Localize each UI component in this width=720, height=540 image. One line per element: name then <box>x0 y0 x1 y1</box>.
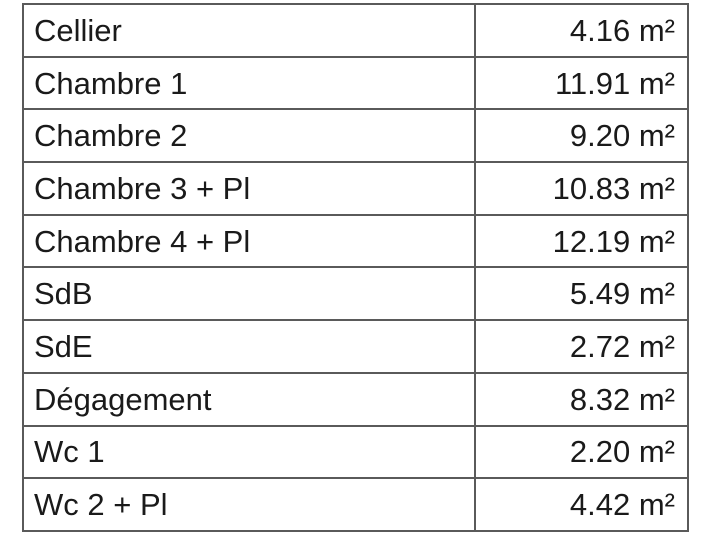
area-unit: m² <box>638 12 675 48</box>
area-value: 4.42 <box>569 487 631 523</box>
area-value: 5.49 <box>569 276 631 312</box>
room-name: Chambre 4 + Pl <box>22 213 476 269</box>
table-row: Cellier 4.16 m² <box>22 3 689 58</box>
room-area: 9.20 m² <box>474 108 689 164</box>
room-area: 11.91 m² <box>474 55 689 111</box>
area-unit: m² <box>638 223 675 259</box>
area-unit: m² <box>638 487 675 523</box>
area-value: 12.19 <box>552 223 631 259</box>
room-name: Chambre 3 + Pl <box>22 161 476 216</box>
room-name: SdB <box>22 266 476 322</box>
area-unit: m² <box>638 381 675 417</box>
room-name: Cellier <box>22 3 476 58</box>
area-value: 4.16 <box>569 12 631 48</box>
room-area: 8.32 m² <box>474 371 689 427</box>
room-name: Chambre 1 <box>22 55 476 111</box>
area-value: 2.20 <box>569 434 631 470</box>
table-row: Chambre 3 + Pl 10.83 m² <box>22 161 689 216</box>
room-name: Wc 2 + Pl <box>22 477 476 532</box>
area-unit: m² <box>638 118 675 154</box>
area-value: 11.91 <box>554 65 631 101</box>
room-area: 2.20 m² <box>474 424 689 480</box>
area-value: 9.20 <box>569 118 631 154</box>
area-unit: m² <box>638 328 675 364</box>
area-value: 8.32 <box>569 381 631 417</box>
table-row: Wc 1 2.20 m² <box>22 424 689 480</box>
room-area: 2.72 m² <box>474 319 689 374</box>
room-area: 12.19 m² <box>474 213 689 269</box>
room-area: 4.42 m² <box>474 477 689 532</box>
table-row: Chambre 2 9.20 m² <box>22 108 689 164</box>
room-name: SdE <box>22 319 476 374</box>
room-name: Dégagement <box>22 371 476 427</box>
room-name: Chambre 2 <box>22 108 476 164</box>
area-value: 10.83 <box>552 170 631 206</box>
table-row: Wc 2 + Pl 4.42 m² <box>22 477 689 532</box>
table-row: Dégagement 8.32 m² <box>22 371 689 427</box>
area-value: 2.72 <box>569 328 631 364</box>
area-unit: m² <box>638 65 675 101</box>
room-area: 4.16 m² <box>474 3 689 58</box>
area-unit: m² <box>638 170 675 206</box>
room-area: 5.49 m² <box>474 266 689 322</box>
area-unit: m² <box>638 434 675 470</box>
room-name: Wc 1 <box>22 424 476 480</box>
room-area: 10.83 m² <box>474 161 689 216</box>
room-area-table: Cellier 4.16 m² Chambre 1 11.91 m² Chambre 2… <box>22 3 689 532</box>
table-row: Chambre 4 + Pl 12.19 m² <box>22 213 689 269</box>
table-row: SdE 2.72 m² <box>22 319 689 374</box>
table-row: SdB 5.49 m² <box>22 266 689 322</box>
table-row: Chambre 1 11.91 m² <box>22 55 689 111</box>
area-unit: m² <box>638 276 675 312</box>
